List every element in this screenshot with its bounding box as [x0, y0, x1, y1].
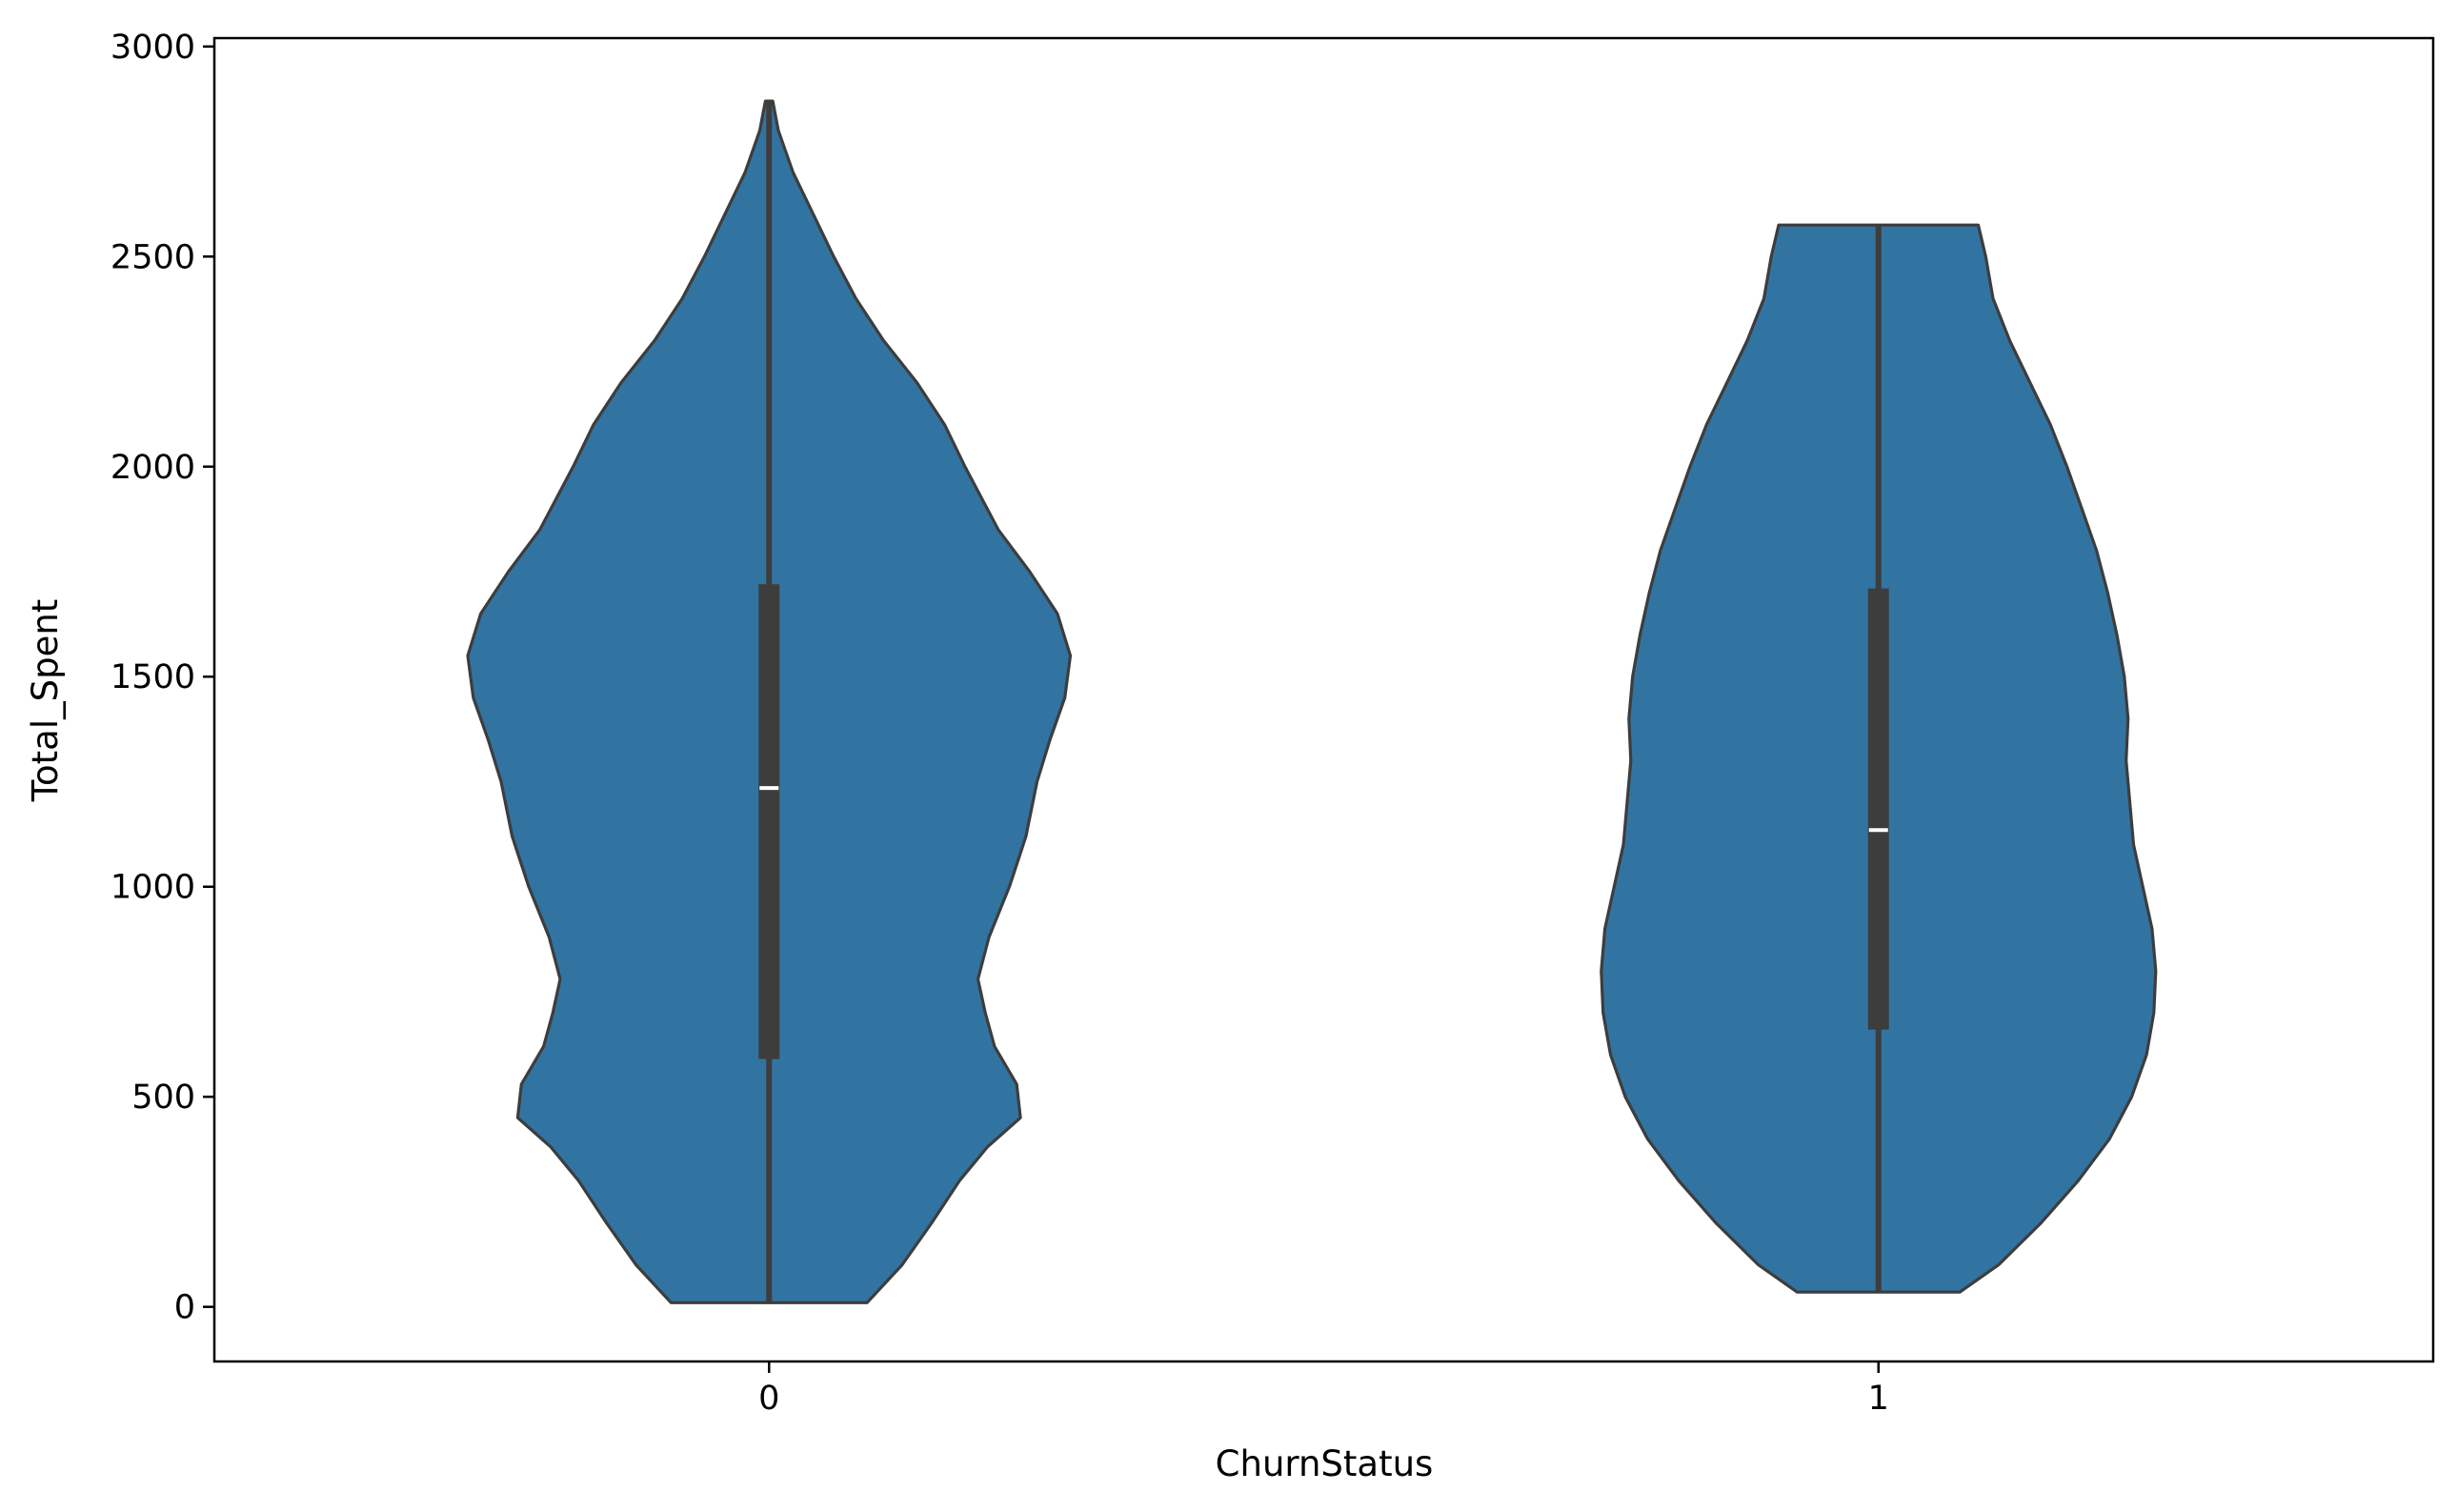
x-tick-label: 0 — [758, 1380, 779, 1418]
y-tick-label: 1000 — [111, 869, 195, 907]
y-tick-label: 0 — [174, 1289, 195, 1327]
y-tick-label: 2000 — [111, 449, 195, 487]
y-tick-label: 1500 — [111, 658, 195, 696]
x-axis-label: ChurnStatus — [1216, 1443, 1434, 1484]
plot-frame — [212, 36, 2435, 1363]
violin-layer — [466, 99, 2158, 1304]
y-tick-label: 500 — [131, 1079, 195, 1117]
iqr-box-0 — [758, 584, 780, 1059]
iqr-box-1 — [1867, 588, 1889, 1030]
y-axis: 0 500 1000 1500 2000 2500 3000 — [111, 29, 214, 1327]
x-tick-label: 1 — [1868, 1380, 1889, 1418]
y-tick-label: 3000 — [111, 29, 195, 67]
y-axis-label: Total_Spent — [25, 599, 66, 803]
y-tick-label: 2500 — [111, 238, 195, 276]
